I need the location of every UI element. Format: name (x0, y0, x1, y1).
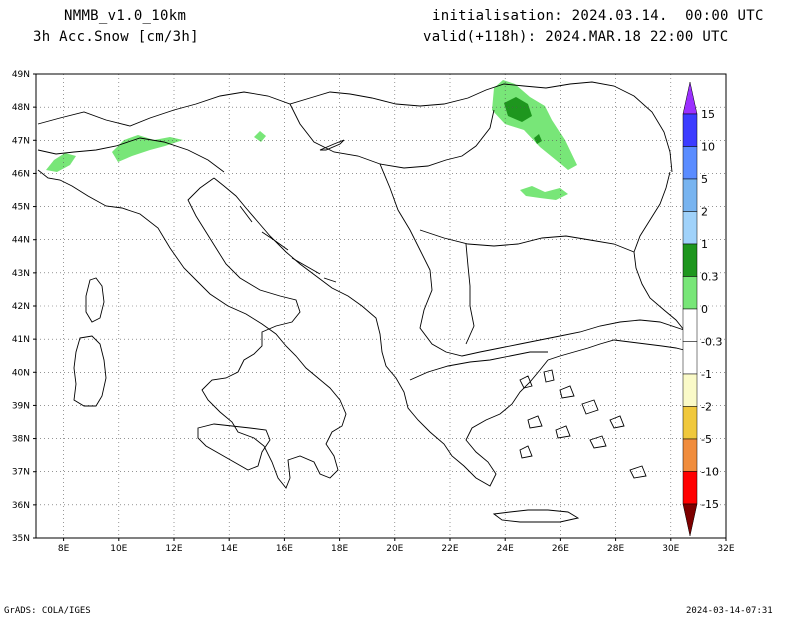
lake-balaton (319, 139, 345, 151)
western-alps-border (37, 137, 225, 173)
black-sea-coast (633, 171, 685, 331)
colorbar-segment (682, 113, 698, 147)
snow-patch-alps-east (254, 131, 266, 142)
footer-credit: GrADS: COLA/IGES (4, 606, 91, 616)
colorbar-label: 10 (701, 141, 715, 154)
colorbar-label: 0 (701, 303, 708, 316)
colorbar-label: 2 (701, 206, 708, 219)
colorbar-label: 0.3 (701, 271, 719, 284)
lat-label: 38N (12, 435, 30, 445)
colorbar-label: -1 (701, 368, 712, 381)
colorbar-label: -5 (701, 433, 712, 446)
colorbar-segment (682, 243, 698, 277)
aegean-coast (547, 339, 685, 361)
colorbar-label: -10 (701, 466, 719, 479)
footer-timestamp: 2024-03-14-07:31 (686, 606, 773, 616)
colorbar-bottom-arrow (682, 503, 698, 537)
lon-label: 18E (331, 544, 348, 554)
lat-label: 42N (12, 302, 30, 312)
colorbar-segment (682, 438, 698, 472)
adriatic-east-coast (213, 177, 549, 487)
lat-label: 40N (12, 368, 30, 378)
sardinia (73, 335, 107, 407)
variable-name: 3h Acc.Snow [cm/3h] (33, 29, 199, 45)
snow-patch-carpathians (492, 80, 577, 170)
lat-label: 39N (12, 401, 30, 411)
lat-label: 41N (12, 335, 30, 345)
lon-label: 24E (497, 544, 514, 554)
model-name: NMMB_v1.0_10km (64, 8, 187, 24)
colorbar-segment (682, 178, 698, 212)
crete (492, 509, 580, 523)
colorbar-segment (682, 308, 698, 342)
lat-label: 45N (12, 203, 30, 213)
lat-label: 35N (12, 534, 30, 544)
lat-lon-grid (36, 74, 726, 538)
snow-patch-romania-south (520, 186, 568, 200)
valid-time: valid(+118h): 2024.MAR.18 22:00 UTC (423, 29, 729, 45)
colorbar-segment (682, 373, 698, 407)
longitude-labels: 8E 10E 12E 14E 16E 18E 20E 22E 24E 26E 28E 30E 32E (58, 538, 735, 554)
colorbar-legend: 15 10 5 2 1 0.3 0 -0.3 -1 -2 -5 -10 -15 (682, 81, 722, 537)
greece-north-border (409, 351, 548, 381)
colorbar-label: 1 (701, 238, 708, 251)
lon-label: 26E (552, 544, 569, 554)
lon-label: 20E (386, 544, 403, 554)
lat-label: 36N (12, 501, 30, 511)
hungary-romania-border (289, 103, 495, 169)
lat-label: 49N (12, 70, 30, 80)
northern-borders (37, 81, 673, 173)
croatian-islands (239, 205, 337, 283)
colorbar-label: -2 (701, 401, 712, 414)
danube-border (419, 229, 635, 253)
lat-label: 48N (12, 103, 30, 113)
corsica (85, 277, 105, 323)
colorbar-segment (682, 211, 698, 245)
colorbar-label: -15 (701, 498, 719, 511)
snow-patch-alps-west (46, 153, 76, 172)
lon-label: 10E (110, 544, 127, 554)
lon-label: 16E (276, 544, 293, 554)
colorbar-label: 5 (701, 173, 708, 186)
colorbar-label: -0.3 (701, 336, 722, 349)
lon-label: 12E (165, 544, 182, 554)
lat-label: 44N (12, 236, 30, 246)
colorbar-segment (682, 471, 698, 505)
balkan-borders (379, 163, 685, 357)
colorbar-label: 15 (701, 108, 715, 121)
coastlines-and-borders (37, 81, 685, 523)
latitude-labels: 49N 48N 47N 46N 45N 44N 43N 42N 41N 40N 39N 38N 37N 3… (12, 70, 36, 544)
lon-label: 8E (58, 544, 70, 554)
sicily (197, 423, 271, 471)
colorbar-segment (682, 276, 698, 310)
colorbar-segment (682, 146, 698, 180)
lat-label: 47N (12, 136, 30, 146)
colorbar-segment (682, 341, 698, 375)
colorbar-segment (682, 406, 698, 440)
lon-label: 22E (441, 544, 458, 554)
lon-label: 32E (717, 544, 734, 554)
lon-label: 28E (607, 544, 624, 554)
snow-patch-carpathians-core (504, 97, 532, 122)
lon-label: 14E (221, 544, 238, 554)
lon-label: 30E (662, 544, 679, 554)
lat-label: 43N (12, 269, 30, 279)
aegean-islands (519, 369, 647, 479)
lat-label: 37N (12, 468, 30, 478)
italy-coastline (37, 169, 347, 489)
lat-label: 46N (12, 169, 30, 179)
initialisation-time: initialisation: 2024.03.14. 00:00 UTC (432, 8, 764, 24)
colorbar-top-arrow (682, 81, 698, 115)
serbia-bulgaria-border (465, 243, 475, 345)
snow-patch-carpathians-spot (534, 134, 542, 144)
